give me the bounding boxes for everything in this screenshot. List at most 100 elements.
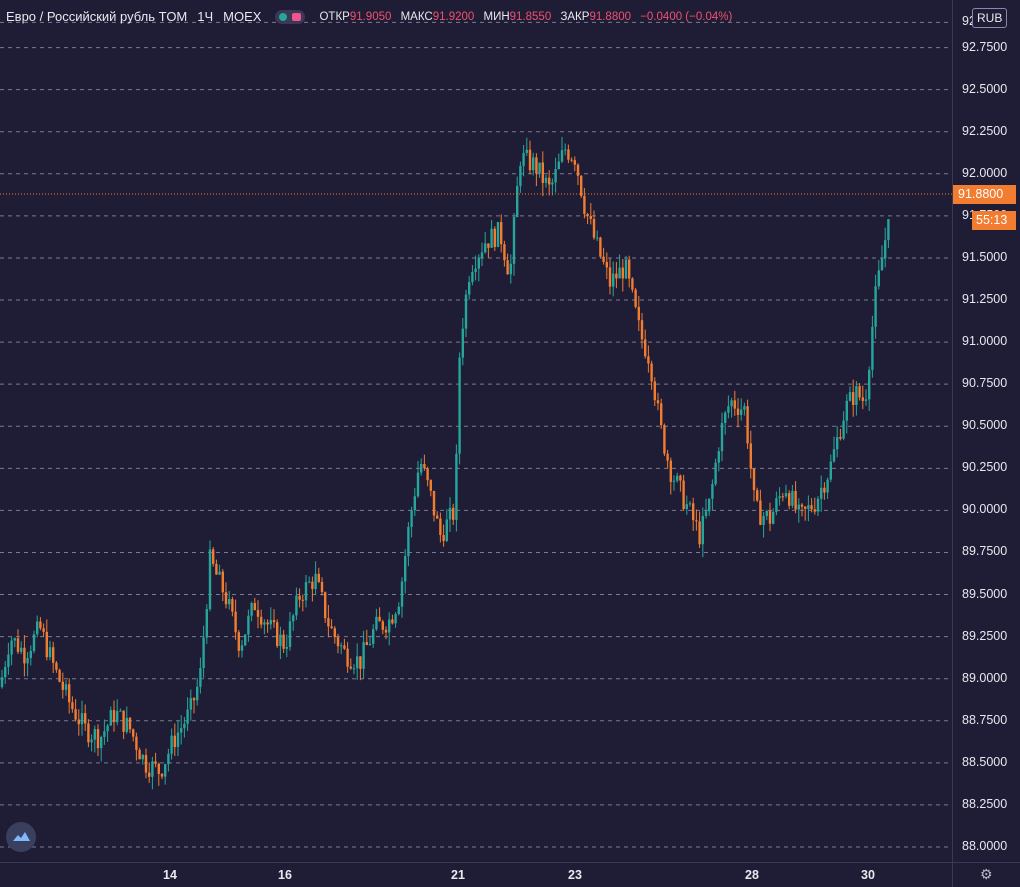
- candle-body: [688, 503, 692, 505]
- axis-corner: [952, 862, 1020, 887]
- candle-body: [42, 628, 45, 632]
- candle-body: [116, 711, 119, 723]
- candle-body: [327, 618, 330, 627]
- candle-body: [391, 619, 394, 624]
- candle-body: [384, 629, 388, 633]
- price-tick-label: 88.7500: [962, 712, 1008, 727]
- candle-body: [416, 472, 420, 497]
- candle-body: [170, 735, 173, 754]
- time-tick-label: 23: [568, 868, 582, 882]
- candle-body: [106, 725, 109, 732]
- candle-body: [583, 195, 586, 214]
- candle-body: [285, 647, 288, 649]
- currency-badge[interactable]: RUB: [972, 8, 1008, 28]
- candle-body: [314, 573, 317, 590]
- candle-body: [378, 616, 381, 622]
- candle-body: [714, 462, 717, 484]
- time-tick-label: 30: [861, 868, 875, 882]
- candle-body: [784, 493, 788, 497]
- candle-body: [848, 392, 852, 401]
- candle-body: [141, 754, 144, 760]
- candle-body: [452, 507, 455, 520]
- candle-body: [884, 240, 887, 259]
- candle-body: [560, 150, 564, 162]
- candle-body: [858, 386, 861, 398]
- candle-body: [336, 637, 340, 647]
- price-tick-label: 92.0000: [962, 165, 1008, 180]
- candle-body: [151, 761, 154, 777]
- settings-icon: [292, 12, 302, 21]
- candle-body: [788, 493, 791, 506]
- candle-body: [660, 403, 663, 426]
- candle-body: [861, 397, 864, 401]
- symbol-name[interactable]: Евро / Российский рубль TOM: [6, 9, 188, 24]
- chart-pane[interactable]: Евро / Российский рубль TOM 1Ч MOEX ОТКР…: [0, 0, 952, 862]
- price-axis[interactable]: 88.0000 88.2500 88.5000 88.7500 89.0000 89.25…: [952, 0, 1020, 862]
- candle-body: [807, 505, 810, 509]
- candle-body: [685, 504, 688, 510]
- candle-body: [490, 228, 493, 248]
- candle-body: [471, 271, 474, 283]
- candle-body: [733, 400, 736, 409]
- candle-body: [93, 729, 96, 740]
- candle-body: [84, 713, 87, 724]
- candle-body: [375, 616, 378, 630]
- candle-body: [823, 487, 826, 493]
- candle-body: [426, 468, 429, 481]
- candle-body: [474, 268, 477, 272]
- candle-body: [304, 582, 308, 601]
- visibility-toggle[interactable]: [275, 9, 306, 24]
- candle-body: [250, 603, 253, 616]
- tradingview-logo-icon[interactable]: [6, 822, 36, 852]
- candle-body: [596, 237, 599, 239]
- candle-body: [519, 165, 522, 187]
- candle-body: [682, 480, 685, 510]
- candle-body: [132, 729, 135, 737]
- price-tick-label: 91.0000: [962, 334, 1008, 349]
- candle-body: [708, 498, 711, 512]
- candle-body: [160, 773, 164, 777]
- candle-body: [224, 592, 228, 605]
- candle-body: [570, 159, 573, 161]
- candle-body: [538, 162, 541, 174]
- candle-body: [362, 642, 365, 669]
- candle-body: [439, 518, 442, 536]
- candle-body: [253, 603, 256, 611]
- candle-body: [730, 400, 733, 407]
- candle-body: [324, 592, 327, 619]
- candle-body: [109, 710, 112, 726]
- candle-body: [756, 490, 759, 501]
- candle-body: [346, 648, 349, 667]
- gear-icon[interactable]: ⚙: [980, 866, 993, 882]
- candle-body: [653, 381, 656, 401]
- eye-icon: [279, 12, 288, 21]
- candle-body: [423, 464, 426, 469]
- candle-body: [429, 480, 432, 491]
- candle-body: [7, 654, 10, 667]
- candle-body: [576, 164, 580, 176]
- candle-body: [612, 273, 615, 287]
- time-axis[interactable]: 14 16 21 23 28 30: [0, 862, 952, 887]
- candle-body: [272, 619, 276, 623]
- candle-body: [74, 709, 77, 720]
- candle-body: [311, 581, 314, 590]
- candle-body: [167, 753, 170, 765]
- candle-body: [544, 177, 548, 183]
- candle-body: [180, 728, 183, 733]
- price-tick-label: 92.2500: [962, 123, 1008, 138]
- candle-body: [215, 563, 218, 575]
- candle-body: [464, 294, 468, 329]
- candle-body: [829, 461, 832, 480]
- candle-body: [154, 761, 157, 764]
- candle-body: [144, 754, 148, 773]
- candle-body: [80, 713, 84, 725]
- candlestick-chart[interactable]: [0, 0, 952, 862]
- legend: Евро / Российский рубль TOM 1Ч MOEX ОТКР…: [6, 9, 738, 24]
- exchange-label: MOEX: [223, 9, 262, 24]
- candle-body: [458, 357, 461, 454]
- candle-body: [365, 642, 368, 645]
- price-tick-label: 91.5000: [962, 249, 1008, 264]
- interval-label[interactable]: 1Ч: [197, 9, 214, 24]
- candle-body: [340, 645, 343, 647]
- candle-body: [701, 516, 704, 545]
